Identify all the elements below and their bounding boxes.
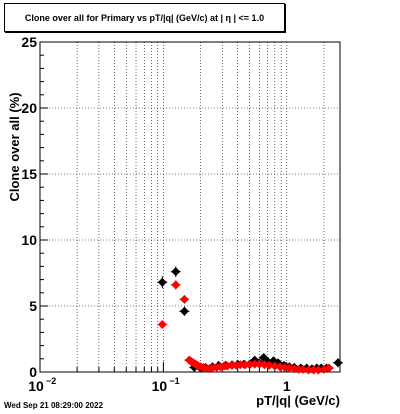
x-tick-label: 1 [283, 378, 291, 394]
x-axis-label: pT/|q| (GeV/c) [256, 393, 340, 408]
y-tick-label: 20 [21, 100, 37, 116]
y-axis-label: Clone over all (%) [7, 92, 22, 201]
diamond-marker [264, 360, 274, 370]
plot-frame [39, 41, 341, 373]
diamond-marker [179, 294, 189, 304]
y-tick-label: 10 [21, 232, 37, 248]
diamond-marker [313, 365, 323, 375]
diamond-marker [171, 267, 181, 277]
data-point [179, 306, 190, 316]
chart-title-text: Clone over all for Primary vs pT/|q| (Ge… [24, 12, 265, 23]
diamond-marker [179, 306, 189, 316]
data-point [179, 294, 190, 304]
diamond-marker [333, 358, 343, 368]
data-point [157, 319, 168, 329]
timestamp-footer: Wed Sep 21 08:29:00 2022 [4, 401, 104, 410]
diamond-marker [171, 280, 181, 290]
data-marks [157, 266, 343, 375]
diamond-marker [304, 365, 314, 375]
grid-lines [39, 41, 340, 373]
data-point [170, 280, 181, 290]
diamond-marker [298, 364, 308, 374]
y-tick-label: 0 [29, 364, 37, 380]
diamond-marker [324, 363, 334, 373]
chart-title: Clone over all for Primary vs pT/|q| (Ge… [4, 3, 285, 32]
data-point [157, 276, 168, 289]
y-tick-label: 5 [29, 298, 37, 314]
x-tick-exponent: −2 [46, 376, 56, 386]
data-point [170, 266, 181, 277]
y-tick-label: 25 [21, 34, 37, 50]
y-tick-label: 15 [21, 166, 37, 182]
diamond-marker [157, 319, 167, 329]
x-tick-label: 10 [152, 378, 168, 394]
x-tick-exponent: −1 [169, 376, 179, 386]
data-point [332, 358, 343, 368]
x-tick-label: 10 [28, 378, 44, 394]
diamond-marker [157, 277, 167, 287]
data-point [324, 363, 335, 373]
data-point [313, 365, 324, 375]
